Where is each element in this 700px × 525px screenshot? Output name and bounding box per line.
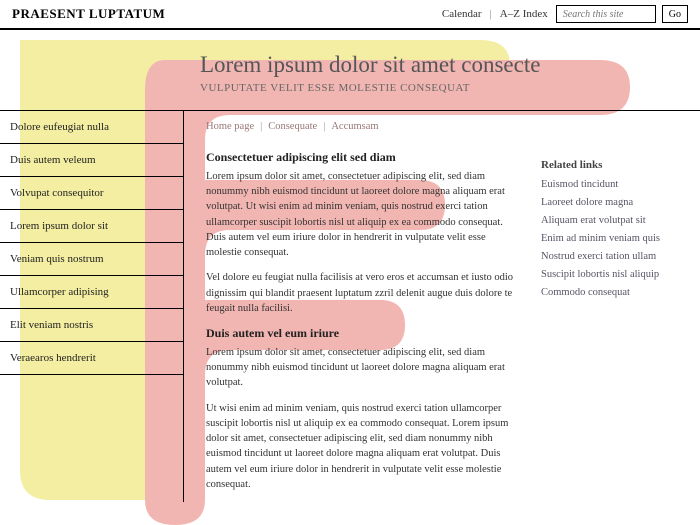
article-paragraph: Vel dolore eu feugiat nulla facilisis at… (206, 270, 523, 316)
sidenav-item[interactable]: Elit veniam nostris (0, 309, 183, 342)
breadcrumb-item[interactable]: Home page (206, 121, 254, 132)
separator: | (490, 8, 492, 20)
sidenav-item[interactable]: Ullamcorper adipising (0, 276, 183, 309)
page-title: Lorem ipsum dolor sit amet consecte (200, 52, 700, 78)
related-heading: Related links (541, 159, 686, 171)
article: Home page|Consequate|Accumsam Consectetu… (206, 121, 523, 502)
calendar-link[interactable]: Calendar (442, 8, 482, 20)
sidenav-item[interactable]: Volvupat consequitor (0, 177, 183, 210)
search-input[interactable] (556, 5, 656, 23)
article-heading: Duis autem vel eum iriure (206, 326, 523, 341)
hero: Lorem ipsum dolor sit amet consecte VULP… (0, 30, 700, 110)
topbar: PRAESENT LUPTATUM Calendar | A–Z Index G… (0, 0, 700, 30)
sidenav-item[interactable]: Veniam quis nostrum (0, 243, 183, 276)
page-subtitle: VULPUTATE VELIT ESSE MOLESTIE CONSEQUAT (200, 82, 700, 94)
sidenav-item[interactable]: Dolore eufeugiat nulla (0, 111, 183, 144)
related-link[interactable]: Suscipit lobortis nisl aliquip (541, 269, 686, 280)
go-button[interactable]: Go (662, 5, 688, 23)
breadcrumb-item[interactable]: Consequate (268, 121, 317, 132)
article-paragraph: Lorem ipsum dolor sit amet, consectetuer… (206, 345, 523, 391)
article-paragraph: Ut wisi enim ad minim veniam, quis nostr… (206, 401, 523, 492)
related-links: Related links Euismod tincidunt Laoreet … (541, 121, 686, 502)
related-link[interactable]: Enim ad minim veniam quis (541, 233, 686, 244)
sidenav-item[interactable]: Duis autem veleum (0, 144, 183, 177)
related-link[interactable]: Laoreet dolore magna (541, 197, 686, 208)
site-title[interactable]: PRAESENT LUPTATUM (12, 6, 165, 22)
related-link[interactable]: Aliquam erat volutpat sit (541, 215, 686, 226)
article-paragraph: Lorem ipsum dolor sit amet, consectetuer… (206, 169, 523, 260)
related-link[interactable]: Commodo consequat (541, 287, 686, 298)
side-navigation: Dolore eufeugiat nulla Duis autem veleum… (0, 111, 183, 502)
breadcrumb: Home page|Consequate|Accumsam (206, 121, 523, 132)
utility-links: Calendar | A–Z Index (442, 8, 548, 20)
related-link[interactable]: Euismod tincidunt (541, 179, 686, 190)
breadcrumb-item[interactable]: Accumsam (331, 121, 378, 132)
sidenav-item[interactable]: Veraearos hendrerit (0, 342, 183, 375)
related-link[interactable]: Nostrud exerci tation ullam (541, 251, 686, 262)
article-heading: Consectetuer adipiscing elit sed diam (206, 150, 523, 165)
sidenav-item[interactable]: Lorem ipsum dolor sit (0, 210, 183, 243)
az-index-link[interactable]: A–Z Index (500, 8, 548, 20)
